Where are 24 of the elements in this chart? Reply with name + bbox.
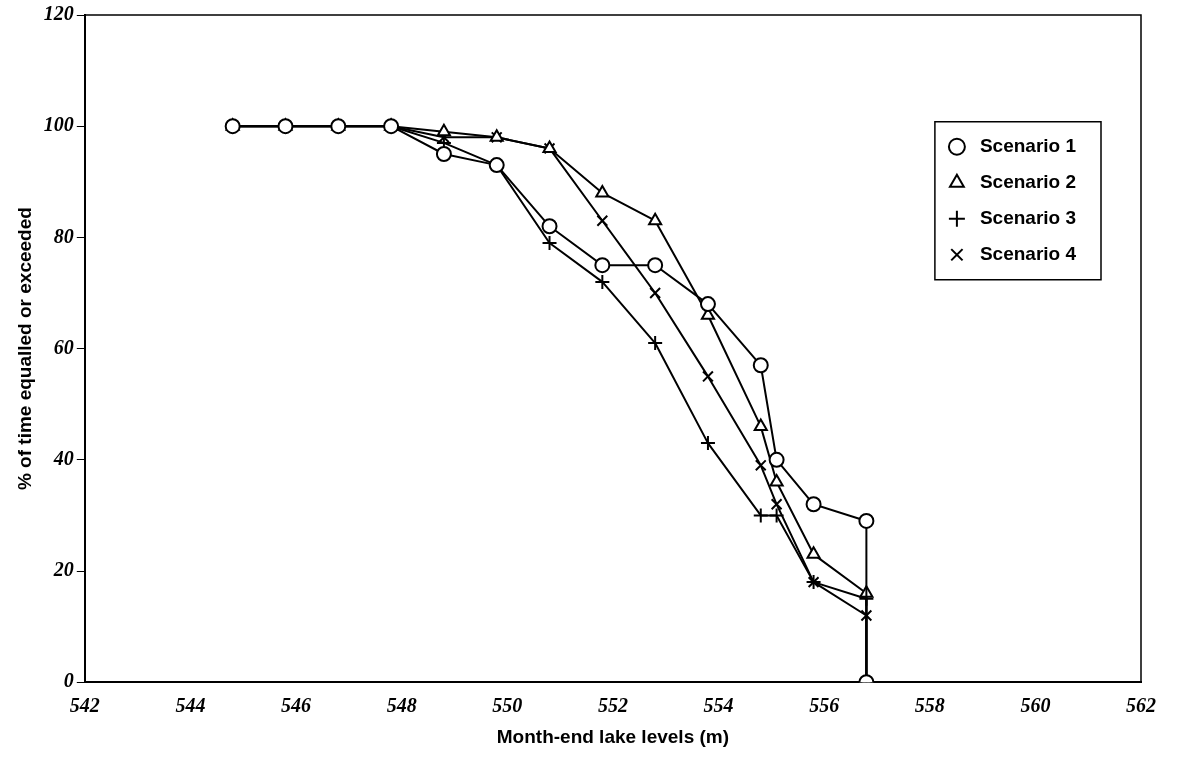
x-tick-label: 544 [175, 694, 206, 717]
legend-label: Scenario 2 [979, 170, 1077, 192]
y-tick-label: 60 [53, 335, 74, 358]
y-tick-label: 0 [63, 669, 74, 692]
y-tick-label: 100 [43, 113, 74, 136]
x-tick-label: 548 [386, 694, 417, 717]
x-tick-label: 558 [914, 694, 945, 717]
legend-label: Scenario 3 [979, 206, 1077, 228]
y-tick-label: 80 [53, 224, 74, 247]
legend-label: Scenario 4 [979, 242, 1077, 264]
x-tick-label: 542 [69, 694, 100, 717]
x-tick-label: 556 [809, 694, 840, 717]
y-tick-label: 40 [52, 446, 74, 469]
y-tick-label: 20 [52, 558, 74, 581]
legend-label: Scenario 1 [979, 134, 1077, 156]
x-tick-label: 554 [703, 694, 734, 717]
x-tick-label: 546 [281, 694, 312, 717]
x-tick-label: 560 [1020, 694, 1051, 717]
y-axis-title: % of time equalled or exceeded [13, 207, 35, 491]
x-tick-label: 552 [597, 694, 628, 717]
x-tick-label: 550 [492, 694, 523, 717]
x-axis-title: Month-end lake levels (m) [496, 725, 730, 747]
y-tick-label: 120 [43, 2, 74, 25]
x-tick-label: 562 [1126, 694, 1156, 717]
